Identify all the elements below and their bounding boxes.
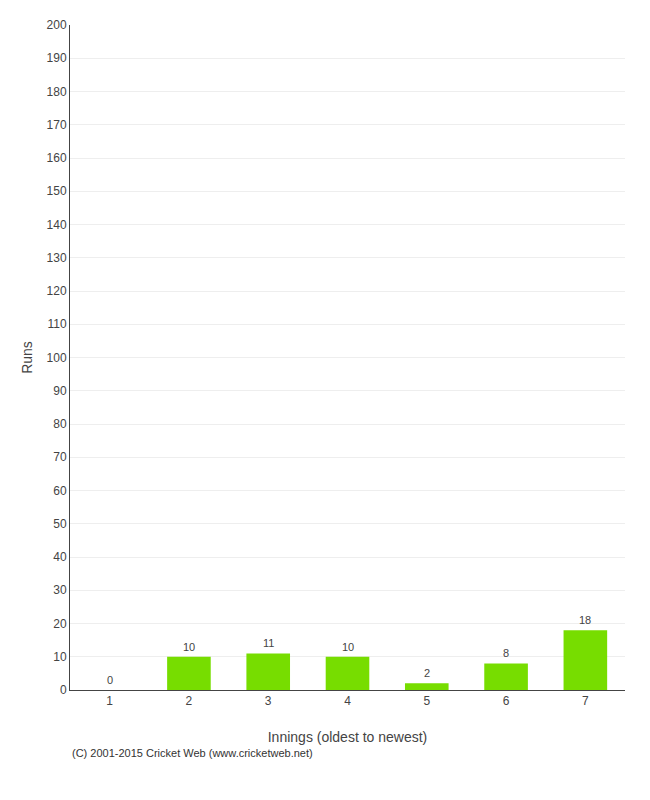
- svg-text:140: 140: [47, 218, 67, 232]
- svg-text:Innings (oldest to newest): Innings (oldest to newest): [268, 729, 428, 745]
- svg-text:10: 10: [183, 641, 195, 653]
- svg-text:70: 70: [53, 450, 67, 464]
- svg-text:(C) 2001-2015 Cricket Web (www: (C) 2001-2015 Cricket Web (www.cricketwe…: [72, 747, 313, 759]
- svg-text:90: 90: [53, 384, 67, 398]
- svg-text:0: 0: [60, 683, 67, 697]
- svg-text:2: 2: [186, 694, 193, 708]
- svg-text:130: 130: [47, 251, 67, 265]
- svg-text:200: 200: [47, 18, 67, 32]
- svg-text:20: 20: [53, 617, 67, 631]
- svg-text:30: 30: [53, 583, 67, 597]
- svg-text:170: 170: [47, 118, 67, 132]
- svg-text:190: 190: [47, 51, 67, 65]
- svg-text:180: 180: [47, 85, 67, 99]
- svg-text:18: 18: [579, 614, 591, 626]
- svg-text:0: 0: [107, 674, 113, 686]
- svg-text:60: 60: [53, 484, 67, 498]
- svg-text:11: 11: [263, 637, 274, 649]
- svg-text:1: 1: [106, 694, 113, 708]
- svg-text:3: 3: [265, 694, 272, 708]
- svg-text:Runs: Runs: [19, 341, 35, 374]
- svg-text:50: 50: [53, 517, 67, 531]
- svg-text:150: 150: [47, 184, 67, 198]
- svg-text:40: 40: [53, 550, 67, 564]
- svg-text:5: 5: [423, 694, 430, 708]
- svg-text:4: 4: [344, 694, 351, 708]
- svg-text:80: 80: [53, 417, 67, 431]
- svg-text:160: 160: [47, 151, 67, 165]
- svg-text:10: 10: [342, 641, 354, 653]
- svg-text:120: 120: [47, 284, 67, 298]
- svg-text:2: 2: [424, 667, 430, 679]
- svg-text:10: 10: [53, 650, 67, 664]
- svg-text:7: 7: [582, 694, 589, 708]
- svg-text:110: 110: [47, 317, 66, 331]
- svg-text:8: 8: [503, 647, 509, 659]
- svg-text:100: 100: [47, 351, 67, 365]
- svg-text:6: 6: [503, 694, 510, 708]
